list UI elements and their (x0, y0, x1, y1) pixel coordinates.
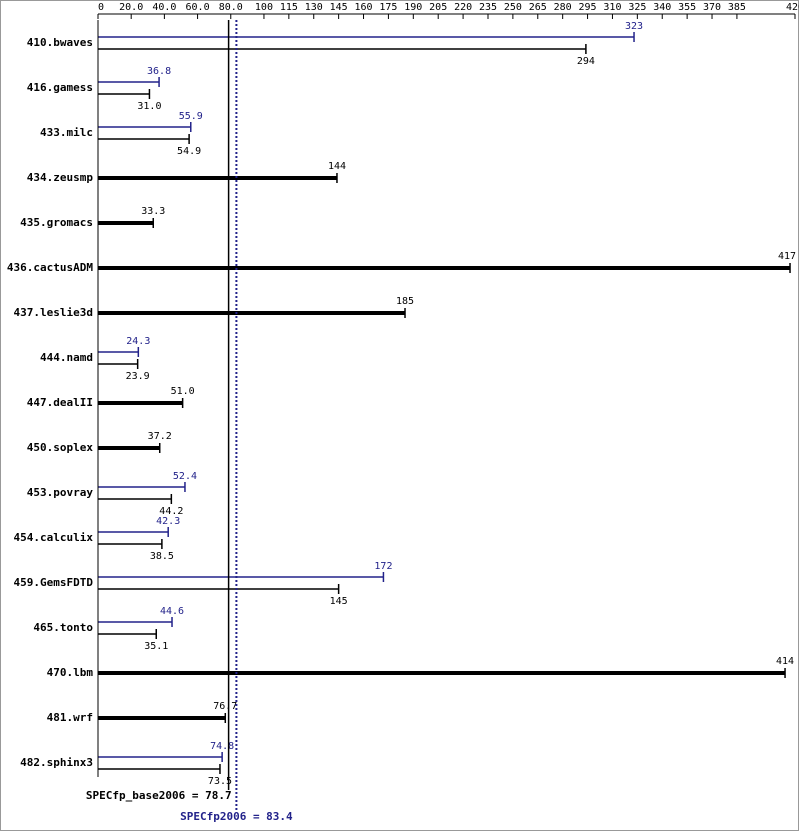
x-tick-label: 355 (678, 2, 696, 13)
category-label: 482.sphinx3 (20, 756, 93, 769)
value-label: 172 (374, 561, 392, 572)
x-tick-label: 190 (404, 2, 422, 13)
value-label: 414 (776, 656, 794, 667)
category-label: 437.leslie3d (14, 306, 93, 319)
category-label: 454.calculix (14, 531, 94, 544)
value-label: 73.5 (208, 776, 232, 787)
value-label: 23.9 (126, 371, 150, 382)
value-label: 24.3 (126, 336, 150, 347)
x-tick-label: 145 (330, 2, 348, 13)
x-tick-label: 420 (786, 2, 799, 13)
value-label: 54.9 (177, 146, 201, 157)
category-label: 450.soplex (27, 441, 94, 454)
x-tick-label: 295 (579, 2, 597, 13)
x-tick-label: 310 (603, 2, 621, 13)
x-tick-label: 80.0 (219, 2, 243, 13)
value-label: 31.0 (137, 101, 161, 112)
value-label: 33.3 (141, 206, 165, 217)
category-label: 433.milc (40, 126, 93, 139)
summary-label: SPECfp2006 = 83.4 (180, 810, 293, 823)
x-tick-label: 250 (504, 2, 522, 13)
x-tick-label: 160 (354, 2, 372, 13)
x-tick-label: 220 (454, 2, 472, 13)
value-label: 36.8 (147, 66, 171, 77)
x-tick-label: 370 (703, 2, 721, 13)
value-label: 74.8 (210, 741, 234, 752)
value-label: 144 (328, 161, 346, 172)
category-label: 465.tonto (33, 621, 93, 634)
category-label: 416.gamess (27, 81, 93, 94)
category-label: 444.namd (40, 351, 93, 364)
value-label: 417 (778, 251, 796, 262)
category-label: 453.povray (27, 486, 94, 499)
x-tick-label: 265 (529, 2, 547, 13)
x-tick-label: 280 (554, 2, 572, 13)
value-label: 44.2 (159, 506, 183, 517)
value-label: 51.0 (171, 386, 195, 397)
x-tick-label: 385 (728, 2, 746, 13)
x-tick-label: 40.0 (152, 2, 176, 13)
value-label: 35.1 (144, 641, 168, 652)
value-label: 38.5 (150, 551, 174, 562)
x-tick-label: 175 (379, 2, 397, 13)
value-label: 52.4 (173, 471, 197, 482)
x-tick-label: 20.0 (119, 2, 143, 13)
value-label: 145 (330, 596, 348, 607)
x-tick-label: 100 (255, 2, 273, 13)
category-label: 434.zeusmp (27, 171, 94, 184)
value-label: 323 (625, 21, 643, 32)
x-tick-label: 130 (305, 2, 323, 13)
category-label: 435.gromacs (20, 216, 93, 229)
category-label: 481.wrf (47, 711, 93, 724)
x-tick-label: 115 (280, 2, 298, 13)
value-label: 76.7 (213, 701, 237, 712)
value-label: 44.6 (160, 606, 184, 617)
x-tick-label: 205 (429, 2, 447, 13)
value-label: 42.3 (156, 516, 180, 527)
category-label: 436.cactusADM (7, 261, 93, 274)
x-tick-label: 60.0 (186, 2, 210, 13)
value-label: 185 (396, 296, 414, 307)
value-label: 55.9 (179, 111, 203, 122)
x-tick-label: 325 (628, 2, 646, 13)
x-tick-label: 340 (653, 2, 671, 13)
value-label: 294 (577, 56, 595, 67)
value-label: 37.2 (148, 431, 172, 442)
category-label: 410.bwaves (27, 36, 93, 49)
category-label: 459.GemsFDTD (14, 576, 94, 589)
x-tick-label: 0 (98, 2, 104, 13)
category-label: 470.lbm (47, 666, 94, 679)
category-label: 447.dealII (27, 396, 93, 409)
x-tick-label: 235 (479, 2, 497, 13)
summary-label: SPECfp_base2006 = 78.7 (86, 789, 232, 802)
